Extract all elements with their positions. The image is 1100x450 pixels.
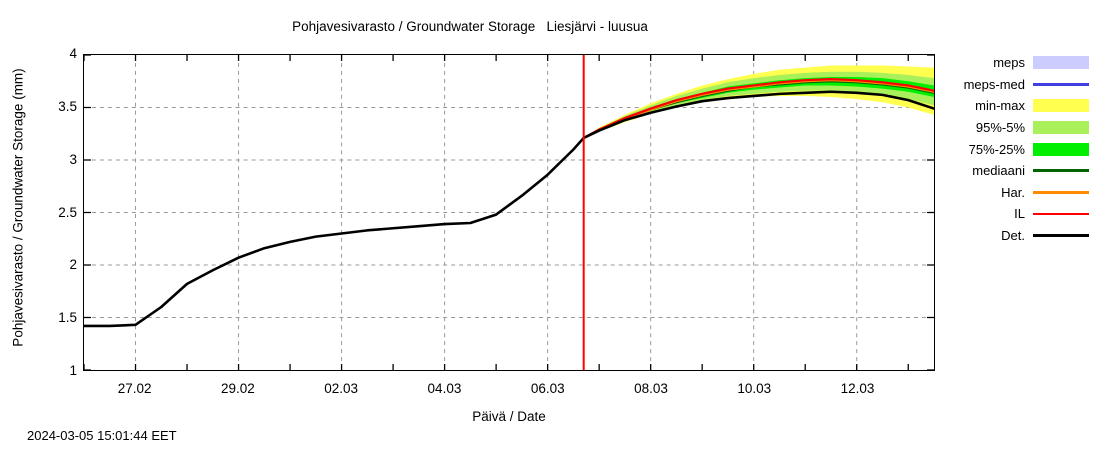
legend-item-label: Det.	[1001, 228, 1025, 244]
legend-item: IL	[955, 203, 1100, 225]
legend-item-label: IL	[1014, 206, 1025, 222]
legend-item-swatch	[1033, 164, 1089, 178]
legend-item: mediaani	[955, 160, 1100, 182]
x-tick-label: 02.03	[324, 381, 359, 396]
x-axis-title: Päivä / Date	[472, 409, 546, 424]
x-tick-label: 10.03	[737, 381, 772, 396]
x-tick-label: 12.03	[840, 381, 875, 396]
legend-line-icon	[1033, 212, 1089, 216]
legend-item-swatch	[1033, 142, 1089, 156]
chart-title: Pohjavesivarasto / Groundwater Storage L…	[292, 19, 648, 34]
legend-patch-icon	[1033, 142, 1089, 156]
band-p95_p5	[583, 71, 934, 138]
legend-line-icon	[1033, 234, 1089, 237]
legend-item-label: 95%-5%	[975, 120, 1025, 136]
legend-item-swatch	[1033, 121, 1089, 135]
legend-line-icon	[1033, 191, 1089, 194]
y-tick-label: 3.5	[58, 98, 77, 114]
legend-item-swatch	[1033, 99, 1089, 113]
legend-item-label: meps-med	[963, 76, 1025, 92]
legend-patch-icon	[1033, 99, 1089, 113]
x-tick-label: 04.03	[427, 381, 462, 396]
y-tick-label: 2.5	[58, 204, 77, 220]
legend-item-label: Har.	[1001, 184, 1025, 200]
legend-item: Har.	[955, 182, 1100, 204]
legend-item: Det.	[955, 225, 1100, 247]
legend-item: 75%-25%	[955, 138, 1100, 160]
legend-item: meps	[955, 52, 1100, 74]
legend-line-icon	[1033, 83, 1089, 86]
legend-patch-icon	[1033, 121, 1089, 135]
legend-patch-icon	[1033, 56, 1089, 70]
y-tick-label: 1.5	[58, 310, 77, 326]
legend-item-label: 75%-25%	[968, 141, 1025, 157]
legend-item-swatch	[1033, 185, 1089, 199]
legend-item: 95%-5%	[955, 117, 1100, 139]
legend-line-icon	[1033, 169, 1089, 173]
legend-item-swatch	[1033, 56, 1089, 70]
chart-canvas	[84, 55, 934, 370]
plot-area	[83, 54, 935, 371]
y-tick-label: 4	[69, 46, 77, 61]
legend-item-swatch	[1033, 77, 1089, 91]
legend-item-label: meps	[993, 55, 1025, 71]
chart-legend: meps meps-med min-max 95%-5% 75%-25% mediaani…	[955, 52, 1100, 246]
legend-item: min-max	[955, 95, 1100, 117]
x-tick-label: 29.02	[221, 381, 255, 396]
series-line-il	[582, 78, 934, 140]
series-line-det	[84, 90, 934, 328]
x-tick-label: 06.03	[530, 381, 565, 396]
x-tick-label: 08.03	[634, 381, 668, 396]
legend-item-label: min-max	[975, 98, 1025, 114]
y-axis-title: Pohjavesivarasto / Groundwater Storage (…	[10, 68, 26, 347]
y-tick-label: 2	[69, 257, 77, 273]
legend-item-swatch	[1033, 229, 1089, 243]
legend-item-label: mediaani	[972, 163, 1025, 179]
timestamp-label: 2024-03-05 15:01:44 EET	[27, 428, 177, 443]
legend-item-swatch	[1033, 207, 1089, 221]
x-tick-label: 27.02	[117, 381, 152, 396]
legend-item: meps-med	[955, 74, 1100, 96]
y-tick-label: 1	[69, 363, 77, 378]
y-tick-label: 3	[69, 151, 77, 167]
